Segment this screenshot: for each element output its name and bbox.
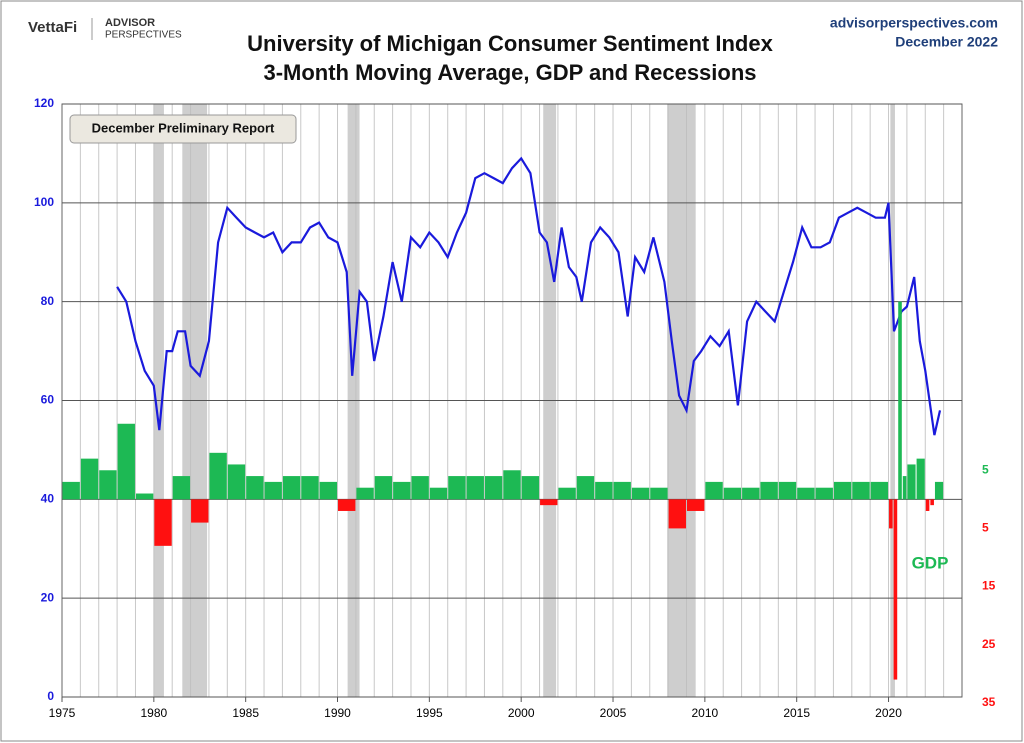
gdp-bar <box>521 476 540 500</box>
gdp-bar <box>448 476 466 500</box>
site: advisorperspectives.com <box>830 15 998 31</box>
gdp-bar <box>191 499 209 523</box>
report-label: December Preliminary Report <box>92 120 275 135</box>
chart-title: University of Michigan Consumer Sentimen… <box>247 31 773 56</box>
gdp-bar <box>282 476 301 500</box>
gdp-bar <box>898 301 902 500</box>
gdp-bar <box>815 487 833 500</box>
gdp-bar <box>925 499 930 511</box>
gdp-bar <box>411 476 429 500</box>
gdp-bar <box>319 481 338 500</box>
y-tick-label: 20 <box>41 590 55 604</box>
chart-subtitle: 3-Month Moving Average, GDP and Recessio… <box>263 60 756 85</box>
gdp-bar <box>870 481 889 500</box>
gdp-bar <box>62 481 80 500</box>
gdp-bar <box>540 499 558 506</box>
gdp-bar <box>246 476 264 500</box>
date: December 2022 <box>895 34 998 50</box>
y2-tick-label: 35 <box>982 695 996 709</box>
gdp-bar <box>902 476 907 500</box>
gdp-bar <box>907 464 916 500</box>
y-tick-label: 100 <box>34 195 54 209</box>
sentiment-line <box>116 156 942 436</box>
gdp-bar <box>374 476 393 500</box>
gdp-bar <box>650 487 668 500</box>
gdp-bar <box>172 476 191 500</box>
y2-tick-label: 15 <box>982 579 996 593</box>
gdp-bar <box>209 452 227 500</box>
y-tick-label: 60 <box>41 393 55 407</box>
gdp-bar <box>797 487 815 500</box>
y-tick-label: 120 <box>34 96 54 110</box>
gdp-bar <box>916 458 925 500</box>
gdp-bar <box>742 487 760 500</box>
gdp-bar <box>705 481 723 500</box>
gdp-bar <box>338 499 356 511</box>
gdp-bar <box>227 464 246 500</box>
gdp-bar <box>466 476 484 500</box>
gdp-bar <box>934 481 944 500</box>
gdp-bar <box>833 481 852 500</box>
gdp-bar <box>893 499 898 680</box>
gdp-bar <box>613 481 631 500</box>
gdp-bar <box>631 487 650 500</box>
gdp-bar <box>668 499 686 529</box>
y-tick-label: 80 <box>41 294 55 308</box>
gdp-bar <box>852 481 870 500</box>
gdp-bar <box>99 470 117 500</box>
y-tick-label: 0 <box>47 689 54 703</box>
gdp-bar <box>595 481 613 500</box>
gdp-bar <box>484 476 503 500</box>
x-tick-label: 2000 <box>508 706 535 720</box>
gdp-bar <box>576 476 595 500</box>
gdp-bar <box>930 499 934 506</box>
gdp-bar <box>429 487 448 500</box>
report-box <box>69 114 297 144</box>
gdp-bar <box>686 499 705 511</box>
gdp-bar <box>80 458 99 500</box>
y-tick-label: 40 <box>41 492 55 506</box>
y2-tick-label: 5 <box>982 462 989 476</box>
gdp-bar <box>356 487 374 500</box>
gdp-bar <box>760 481 778 500</box>
x-tick-label: 1995 <box>416 706 443 720</box>
gdp-bar <box>558 487 576 500</box>
x-tick-label: 2015 <box>783 706 810 720</box>
x-tick-label: 1985 <box>232 706 259 720</box>
gdp-bar <box>723 487 742 500</box>
gdp-bar <box>117 423 135 500</box>
gdp-bar <box>135 493 154 500</box>
gdp-bar <box>301 476 319 500</box>
gdp-label: GDP <box>912 553 949 572</box>
gdp-bar <box>264 481 282 500</box>
x-tick-label: 2020 <box>875 706 902 720</box>
brand: VettaFi <box>28 19 77 36</box>
gdp-bar <box>778 481 797 500</box>
partner-sub: PERSPECTIVES <box>105 30 182 41</box>
partner: ADVISOR <box>105 17 155 29</box>
x-tick-label: 1980 <box>140 706 167 720</box>
y2-tick-label: 5 <box>982 521 989 535</box>
gdp-bar <box>503 470 521 500</box>
x-tick-label: 1975 <box>49 706 76 720</box>
x-tick-label: 2010 <box>692 706 719 720</box>
y2-tick-label: 25 <box>982 637 996 651</box>
gdp-bar <box>393 481 411 500</box>
x-tick-label: 2005 <box>600 706 627 720</box>
gdp-bar <box>889 499 893 529</box>
x-tick-label: 1990 <box>324 706 351 720</box>
gdp-bar <box>154 499 172 546</box>
